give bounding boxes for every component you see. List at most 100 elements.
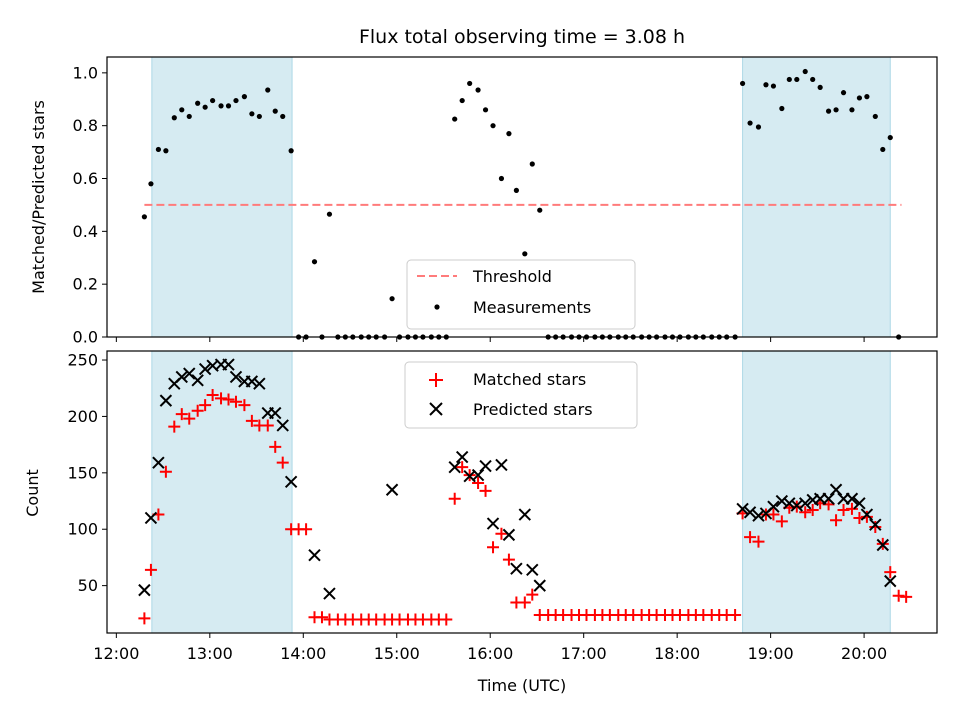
legend-matched-swatch — [429, 373, 443, 387]
predicted-star-point — [455, 450, 469, 464]
measurement-point — [475, 87, 481, 93]
measurement-point — [856, 95, 863, 101]
matched-star-point — [159, 465, 172, 478]
matched-star-point — [518, 596, 531, 609]
matched-star-point — [775, 515, 788, 528]
matched-star-point — [479, 484, 492, 497]
predicted-star-point — [269, 406, 282, 420]
x-tick-label: 15:00 — [374, 644, 420, 663]
predicted-star-point — [775, 494, 789, 508]
matched-star-point — [138, 612, 151, 625]
measurement-point — [537, 207, 543, 213]
measurement-point — [249, 111, 255, 117]
predicted-star-point — [829, 483, 843, 496]
predicted-stars-points — [138, 359, 897, 600]
predicted-star-point — [138, 583, 151, 597]
measurement-point — [280, 113, 286, 120]
predicted-star-point — [845, 492, 859, 505]
predicted-star-point — [853, 497, 866, 510]
matched-star-point — [245, 414, 258, 427]
matched-star-point — [222, 393, 235, 406]
chart-title: Flux total observing time = 3.08 h — [359, 26, 685, 48]
x-tick-label: 14:00 — [280, 644, 326, 663]
matched-star-point — [845, 502, 858, 515]
predicted-star-point — [144, 511, 158, 525]
bottom-y-tick-label: 200 — [67, 407, 98, 426]
matched-star-point — [144, 563, 157, 576]
bottom-x-ticks: 12:00 13:00 14:00 15:00 16:00 17:00 18:00 19:00… — [93, 633, 887, 663]
predicted-star-point — [253, 377, 266, 390]
measurement-point — [141, 214, 147, 220]
bottom-y-ticks: 50 100 150 200 250 — [67, 351, 107, 595]
matched-star-point — [456, 461, 469, 474]
measurement-point — [825, 108, 832, 114]
matched-star-point — [191, 404, 204, 417]
top-y-tick-label: 0.0 — [73, 328, 98, 347]
measurement-point — [202, 104, 208, 110]
matched-star-point — [744, 531, 757, 544]
predicted-star-point — [533, 579, 546, 592]
bottom-legend-box — [404, 361, 638, 429]
measurement-point — [755, 124, 762, 130]
predicted-star-point — [191, 374, 204, 387]
matched-star-point — [487, 541, 500, 554]
matched-star-point — [526, 588, 539, 601]
matched-star-point — [837, 504, 850, 517]
measurement-point — [311, 259, 318, 265]
measurement-point — [241, 94, 247, 100]
measurement-point — [389, 296, 395, 302]
legend-predicted-swatch — [429, 402, 443, 416]
top-legend: Threshold Measurements — [406, 259, 636, 330]
matched-star-point — [276, 456, 289, 469]
measurement-point — [506, 131, 512, 137]
measurement-point — [794, 76, 800, 83]
matched-star-point — [767, 508, 780, 521]
predicted-star-point — [526, 563, 539, 577]
measurement-point — [739, 80, 746, 87]
measurement-point — [763, 82, 769, 88]
predicted-star-point — [876, 538, 889, 552]
predicted-star-point — [884, 574, 897, 588]
predicted-star-point — [183, 367, 196, 380]
measurement-point — [171, 115, 177, 121]
matched-star-point — [472, 476, 485, 489]
matched-star-point — [229, 395, 242, 408]
measurement-point — [833, 107, 839, 113]
matched-star-point — [175, 408, 188, 421]
measurement-point — [163, 148, 169, 154]
x-tick-label: 20:00 — [841, 644, 887, 663]
measurement-point — [288, 148, 294, 154]
matched-star-point — [495, 527, 508, 540]
predicted-star-point — [743, 506, 757, 519]
measurement-point — [148, 181, 154, 187]
predicted-star-point — [752, 509, 765, 522]
predicted-star-point — [448, 460, 461, 474]
matched-star-point — [269, 440, 282, 453]
legend-measurement-swatch — [434, 304, 440, 310]
matched-star-point — [168, 420, 181, 433]
measurement-point — [872, 113, 878, 120]
measurement-point — [195, 100, 201, 106]
measurement-point — [256, 113, 262, 120]
ratio-panel: Flux total observing time = 3.08 h 0.00.… — [29, 26, 938, 347]
bottom-y-tick-label: 250 — [67, 351, 98, 370]
measurement-point — [529, 161, 535, 167]
matched-star-point — [238, 399, 251, 412]
matched-star-point — [869, 520, 882, 533]
count-panel: 50 100 150 200 250 12:00 13:00 14:00 15:00 16:00… — [23, 351, 938, 695]
predicted-star-point — [767, 500, 780, 513]
predicted-star-point — [284, 475, 298, 489]
measurement-point — [218, 103, 224, 109]
predicted-star-point — [229, 370, 243, 384]
measurement-point — [849, 107, 855, 113]
measurement-point — [770, 83, 777, 89]
top-x-ticks — [115, 337, 865, 342]
matched-star-point — [830, 514, 843, 527]
predicted-star-point — [736, 502, 749, 516]
measurement-point — [864, 94, 870, 100]
x-tick-label: 12:00 — [93, 644, 139, 663]
measurement-point — [265, 87, 271, 93]
measurement-point — [522, 251, 528, 257]
legend-measurements-label: Measurements — [473, 298, 591, 317]
measurement-point — [817, 84, 823, 90]
